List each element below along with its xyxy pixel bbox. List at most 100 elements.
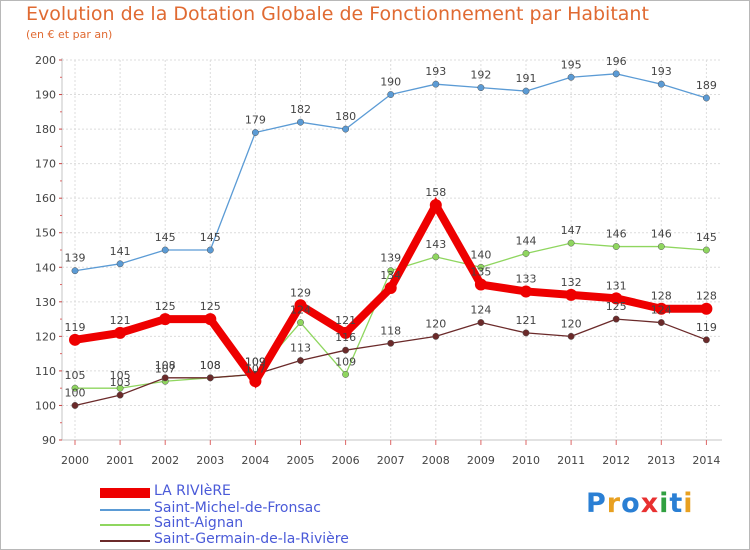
data-label-saint-aignan: 143	[425, 238, 446, 251]
data-label-saint-aignan: 139	[380, 252, 401, 265]
y-tick-label: 160	[35, 192, 56, 205]
proxiti-logo: Proxiti	[586, 488, 694, 519]
data-point-saint-michel-de-fronsac	[657, 80, 665, 88]
data-point-saint-aignan	[342, 370, 350, 378]
x-tick-label: 2008	[422, 454, 450, 467]
data-point-saint-aignan	[657, 243, 665, 250]
data-point-la-riviere	[159, 313, 172, 326]
data-point-saint-michel-de-fronsac	[251, 129, 259, 136]
data-point-saint-germain-de-la-riviere	[522, 329, 530, 337]
data-point-saint-germain-de-la-riviere	[702, 336, 710, 344]
data-point-saint-michel-de-fronsac	[522, 87, 530, 95]
data-point-la-riviere	[249, 375, 262, 388]
data-label-la-riviere: 135	[470, 266, 491, 279]
data-label-saint-michel-de-fronsac: 141	[110, 245, 131, 258]
data-point-saint-aignan	[702, 246, 710, 254]
data-label-saint-aignan: 105	[110, 369, 131, 382]
logo-letter: P	[586, 488, 607, 519]
data-point-saint-germain-de-la-riviere	[432, 332, 440, 340]
x-tick-label: 2001	[106, 454, 134, 467]
legend-swatch-saint-germain-de-la-riviere	[100, 540, 150, 542]
y-tick-label: 180	[35, 123, 56, 136]
data-point-saint-michel-de-fronsac	[206, 246, 214, 254]
data-point-saint-aignan	[477, 263, 485, 271]
y-tick-label: 200	[35, 54, 56, 67]
data-label-la-riviere: 128	[696, 290, 717, 303]
x-tick-label: 2012	[602, 454, 630, 467]
data-point-saint-germain-de-la-riviere	[161, 374, 169, 382]
data-label-saint-aignan: 146	[651, 228, 672, 241]
data-label-saint-germain-de-la-riviere: 120	[561, 317, 582, 330]
data-label-la-riviere: 129	[290, 286, 311, 299]
legend-label-saint-michel-de-fronsac: Saint-Michel-de-Fronsac	[154, 500, 321, 516]
legend-swatch-la-riviere	[100, 488, 150, 498]
data-point-saint-michel-de-fronsac	[387, 91, 395, 98]
data-label-la-riviere: 121	[110, 314, 131, 327]
data-label-saint-aignan: 140	[470, 248, 491, 261]
data-label-saint-germain-de-la-riviere: 109	[245, 355, 266, 368]
data-point-saint-michel-de-fronsac	[477, 84, 485, 92]
legend-swatch-saint-aignan	[100, 524, 150, 526]
data-point-saint-michel-de-fronsac	[432, 80, 440, 88]
data-point-saint-michel-de-fronsac	[161, 246, 169, 254]
data-point-saint-aignan	[116, 384, 124, 392]
data-point-saint-germain-de-la-riviere	[206, 374, 214, 382]
data-point-saint-michel-de-fronsac	[71, 267, 79, 275]
data-point-la-riviere	[69, 333, 81, 346]
data-label-saint-michel-de-fronsac: 189	[696, 79, 717, 92]
x-tick-label: 2004	[241, 454, 269, 467]
data-point-saint-michel-de-fronsac	[612, 70, 620, 78]
data-point-la-riviere	[429, 199, 442, 212]
data-label-saint-germain-de-la-riviere: 125	[606, 300, 627, 313]
data-point-saint-aignan	[567, 239, 575, 247]
y-tick-label: 150	[35, 227, 56, 240]
logo-letter: i	[683, 488, 694, 519]
data-label-la-riviere: 134	[380, 269, 401, 282]
x-tick-label: 2011	[557, 454, 585, 467]
y-tick-label: 100	[35, 399, 56, 412]
data-label-saint-michel-de-fronsac: 191	[516, 72, 537, 85]
data-point-saint-germain-de-la-riviere	[657, 319, 665, 326]
data-label-saint-michel-de-fronsac: 182	[290, 103, 311, 116]
data-label-saint-michel-de-fronsac: 145	[200, 231, 221, 244]
data-label-saint-germain-de-la-riviere: 121	[516, 314, 537, 327]
data-label-saint-michel-de-fronsac: 179	[245, 114, 266, 127]
data-label-saint-germain-de-la-riviere: 124	[470, 304, 491, 317]
y-tick-label: 170	[35, 158, 56, 171]
data-label-saint-michel-de-fronsac: 193	[651, 65, 672, 78]
data-point-saint-michel-de-fronsac	[116, 260, 124, 268]
data-point-saint-germain-de-la-riviere	[116, 391, 124, 399]
data-point-saint-germain-de-la-riviere	[567, 332, 575, 340]
y-tick-label: 120	[35, 330, 56, 343]
data-label-saint-aignan: 124	[290, 304, 311, 317]
data-label-la-riviere: 107	[245, 362, 266, 375]
y-tick-label: 140	[35, 261, 56, 274]
y-tick-label: 110	[35, 365, 56, 378]
data-point-saint-aignan	[297, 319, 304, 326]
x-tick-label: 2003	[196, 454, 224, 467]
data-label-saint-aignan: 105	[65, 369, 86, 382]
x-tick-label: 2007	[377, 454, 405, 467]
data-label-saint-germain-de-la-riviere: 108	[200, 359, 221, 372]
data-point-la-riviere	[565, 288, 578, 301]
data-label-saint-michel-de-fronsac: 195	[561, 58, 582, 71]
data-point-la-riviere	[700, 302, 713, 315]
logo-letter: r	[606, 488, 622, 519]
data-point-saint-germain-de-la-riviere	[387, 339, 395, 347]
data-point-la-riviere	[474, 278, 487, 291]
data-label-la-riviere: 132	[561, 276, 582, 289]
data-label-saint-aignan: 144	[516, 234, 537, 247]
data-point-la-riviere	[114, 326, 127, 339]
data-label-la-riviere: 125	[155, 300, 176, 313]
data-point-saint-michel-de-fronsac	[567, 73, 575, 81]
x-tick-label: 2010	[512, 454, 540, 467]
data-label-saint-michel-de-fronsac: 193	[425, 65, 446, 78]
data-point-saint-michel-de-fronsac	[342, 125, 350, 133]
data-point-saint-michel-de-fronsac	[297, 118, 304, 126]
data-label-saint-germain-de-la-riviere: 116	[335, 331, 356, 344]
data-label-saint-aignan: 109	[335, 355, 356, 368]
y-tick-label: 90	[42, 434, 56, 447]
x-tick-label: 2014	[692, 454, 720, 467]
y-tick-label: 190	[35, 89, 56, 102]
data-point-saint-germain-de-la-riviere	[477, 319, 485, 326]
